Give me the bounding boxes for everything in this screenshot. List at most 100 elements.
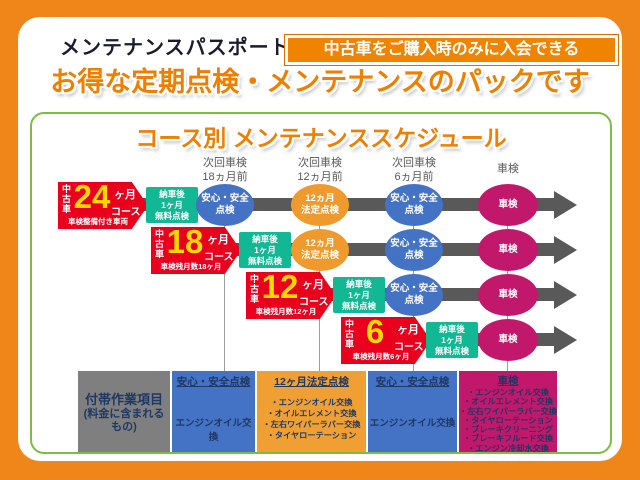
course-unit: ヶ月 xyxy=(207,234,229,246)
course-label: コース xyxy=(111,207,141,218)
column-header-line: 次回車検 xyxy=(203,157,247,169)
course-side-label: 中古車 xyxy=(250,274,260,304)
column-header-line: 次回車検 xyxy=(298,157,342,169)
table-label-title: 付帯作業項目 xyxy=(84,392,163,407)
delivery-box-line: 無料点検 xyxy=(154,211,189,221)
course-unit: ヶ月 xyxy=(397,324,419,336)
delivery-box-line: 納車後 xyxy=(346,279,372,289)
safety-check-oval: 安心・安全 点検 xyxy=(196,184,254,226)
delivery-box-line: 納車後 xyxy=(159,189,185,199)
page-title: メンテナンスパスポートとは xyxy=(60,37,333,59)
shaken-oval: 車検 xyxy=(478,319,538,361)
course-side-label: 中古車 xyxy=(62,184,72,214)
column-header-6mo: 次回車検 6ヵ月前 xyxy=(369,156,459,184)
oval-line: 安心・安全 xyxy=(390,283,438,294)
course-note: 車検残月数12ヶ月 xyxy=(255,307,317,316)
oval-line: 12ヵ月 xyxy=(305,238,335,249)
column-header-12mo: 次回車検 12ヵ月前 xyxy=(275,156,365,184)
delivery-box-line: 無料点検 xyxy=(341,301,376,311)
course-label: コース xyxy=(299,297,329,308)
table-item: ・ブレーキフルード交換 xyxy=(462,434,554,444)
delivery-inspection-box: 納車後 1ヶ月 無料点検 xyxy=(333,277,385,313)
column-header-line: 車検 xyxy=(497,163,519,175)
column-header-line: 次回車検 xyxy=(392,157,436,169)
table-item: ・エンジンオイル交換 xyxy=(467,388,549,397)
course-pennant-12: 中古車 12 ヶ月 コース 車検残月数12ヶ月 xyxy=(246,272,336,319)
course-pennant-24: 中古車 24 ヶ月 コース 車検整備付き車両 xyxy=(58,182,148,229)
table-col-safety-1: 安心・安全点検 エンジンオイル交換 xyxy=(172,371,255,452)
oval-line: 点検 xyxy=(215,205,235,216)
table-col-header: 安心・安全点検 xyxy=(375,376,450,388)
course-note: 車検残月数18ヶ月 xyxy=(160,262,222,271)
course-label: コース xyxy=(204,252,234,263)
delivery-box-line: 無料点検 xyxy=(247,256,282,266)
timeline-arrowhead-icon xyxy=(554,191,577,219)
table-col-legal12: 12ヶ月法定点検 ・エンジンオイル交換 ・オイルエレメント交換 ・左右ワイパーラ… xyxy=(257,371,366,452)
table-item: ・オイルエレメント交換 xyxy=(266,409,357,418)
course-unit: ヶ月 xyxy=(114,189,136,201)
delivery-box-line: 納車後 xyxy=(439,324,465,334)
oval-line: 安心・安全 xyxy=(390,238,438,249)
shaken-oval: 車検 xyxy=(478,229,538,271)
timeline-arrowhead-icon xyxy=(554,236,577,264)
safety-check-oval: 安心・安全 点検 xyxy=(385,229,443,271)
table-label-sub: (料金に含まれる xyxy=(83,408,165,420)
table-item: ・タイヤローテーション xyxy=(463,415,553,425)
table-item: ・エンジン冷却水交換 xyxy=(467,443,549,452)
table-item: ・オイルエレメント交換 xyxy=(462,397,554,407)
course-unit: ヶ月 xyxy=(302,279,324,291)
oval-line: 車検 xyxy=(498,334,518,345)
course-months: 12 xyxy=(261,268,299,305)
delivery-box-line: 無料点検 xyxy=(434,346,469,356)
legal-12mo-oval: 12ヵ月 法定点検 xyxy=(291,184,349,226)
shaken-oval: 車検 xyxy=(478,184,538,226)
course-months: 24 xyxy=(73,178,111,215)
delivery-inspection-box: 納車後 1ヶ月 無料点検 xyxy=(239,232,291,268)
delivery-inspection-box: 納車後 1ヶ月 無料点検 xyxy=(146,187,198,223)
safety-check-oval: 安心・安全 点検 xyxy=(385,184,443,226)
table-col-header: 12ヶ月法定点検 xyxy=(274,376,349,388)
pack-subtitle: お得な定期点検・メンテナンスのパックです xyxy=(50,67,590,97)
delivery-inspection-box: 納車後 1ヶ月 無料点検 xyxy=(426,322,478,358)
delivery-box-line: 1ヶ月 xyxy=(348,290,370,300)
course-note: 車検残月数6ヶ月 xyxy=(352,352,410,361)
legal-12mo-oval: 12ヵ月 法定点検 xyxy=(291,229,349,271)
table-col-header: 車検 xyxy=(497,375,519,387)
course-pennant-6: 中古車 6 ヶ月 コース 車検残月数6ヶ月 xyxy=(341,317,431,364)
shaken-oval: 車検 xyxy=(478,274,538,316)
course-pennant-18: 中古車 18 ヶ月 コース 車検残月数18ヶ月 xyxy=(151,227,241,274)
column-header-line: 18ヵ月前 xyxy=(202,171,248,183)
timeline-arrowhead-icon xyxy=(554,326,577,354)
table-item: ・左右ワイパーラバー交換 xyxy=(262,420,361,429)
table-label-sub: もの) xyxy=(111,421,137,433)
timeline-arrowhead-icon xyxy=(554,281,577,309)
oval-line: 車検 xyxy=(498,244,518,255)
delivery-box-line: 1ヶ月 xyxy=(254,245,276,255)
table-item: ・左右ワイパーラバー交換 xyxy=(459,406,557,416)
table-col-header: 安心・安全点検 xyxy=(176,376,251,388)
table-item: ・エンジンオイル交換 xyxy=(270,398,353,407)
oval-line: 車検 xyxy=(498,199,518,210)
table-col-shaken: 車検 ・エンジンオイル交換 ・オイルエレメント交換 ・左右ワイパーラバー交換 ・… xyxy=(459,371,557,452)
table-item: エンジンオイル交換 xyxy=(369,418,456,429)
course-side-label: 中古車 xyxy=(345,319,355,349)
course-label: コース xyxy=(394,342,424,353)
course-side-label: 中古車 xyxy=(155,229,165,259)
oval-line: 点検 xyxy=(404,250,424,261)
table-row-label: 付帯作業項目 (料金に含まれる もの) xyxy=(78,371,170,452)
oval-line: 点検 xyxy=(404,205,424,216)
table-item: ・ブレーキクリーニング xyxy=(462,425,554,435)
schedule-title: コース別 メンテナンススケジュール xyxy=(135,125,507,151)
table-item: エンジンオイル交換 xyxy=(175,418,252,443)
oval-line: 12ヵ月 xyxy=(305,193,335,204)
membership-badge: 中古車をご購入時のみに入会できる xyxy=(285,35,618,65)
column-guide-line xyxy=(224,186,225,371)
table-col-safety-2: 安心・安全点検 エンジンオイル交換 xyxy=(368,371,457,452)
oval-line: 車検 xyxy=(498,289,518,300)
safety-check-oval: 安心・安全 点検 xyxy=(385,274,443,316)
table-item: ・タイヤローテーション xyxy=(266,431,357,440)
delivery-box-line: 1ヶ月 xyxy=(441,335,463,345)
delivery-box-line: 1ヶ月 xyxy=(161,200,183,210)
oval-line: 法定点検 xyxy=(300,205,339,216)
